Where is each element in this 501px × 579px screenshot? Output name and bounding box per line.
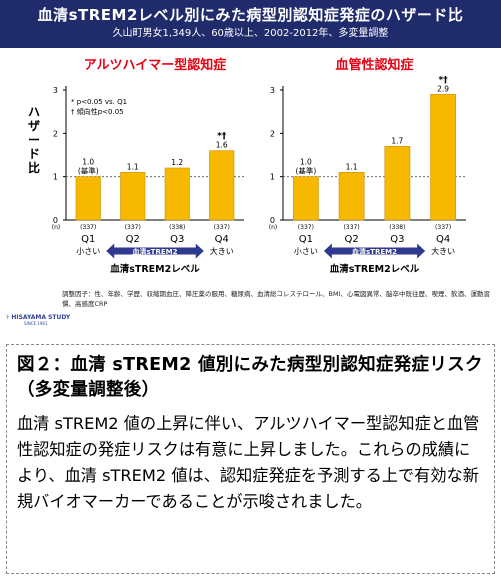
header-title: 血清sTREM2レベル別にみた病型別認知症発症のハザード比 — [37, 6, 464, 24]
y-tick-label: 2 — [53, 129, 58, 138]
x-axis-label: 血清sTREM2レベル — [330, 263, 420, 275]
caption-title: 図２：血清 sTREM2 値別にみた病型別認知症発症リスク（多変量調整後） — [17, 355, 483, 400]
value-label: 1.1 — [127, 162, 139, 171]
n-label: (337) — [344, 224, 360, 231]
y-tick-label: 3 — [270, 86, 275, 95]
bar-q1 — [75, 176, 101, 221]
arrow-label: 血清sTREM2 — [133, 247, 178, 256]
double-arrow-icon — [323, 243, 426, 259]
value-label: 1.2 — [171, 158, 183, 167]
x-tick-label: Q3 — [170, 234, 184, 245]
charts-area: アルツハイマー型認知症 0 1 2 3 ハザード比 * p<0.05 vs. Q1† 傾向性… — [28, 57, 466, 275]
y-tick-label: 0 — [53, 216, 58, 225]
legend-entry: * p<0.05 vs. Q1 — [71, 98, 127, 106]
x-tick-label: Q1 — [299, 234, 313, 245]
value-label: 1.1 — [346, 162, 358, 171]
logo-sub: SINCE 1961 — [24, 321, 48, 326]
x-tick-label: Q4 — [215, 234, 229, 245]
y-axis-label-char: ハ — [28, 105, 40, 119]
value-label: 1.6 — [216, 141, 228, 150]
x-tick-label: Q4 — [436, 234, 450, 245]
q1-note: (基準) — [78, 166, 99, 176]
header-banner: 血清sTREM2レベル別にみた病型別認知症発症のハザード比 久山町男女1,349… — [0, 0, 501, 48]
n-label: (337) — [435, 224, 451, 231]
y-axis-label-char: ー — [28, 133, 40, 147]
n-label: (338) — [169, 224, 185, 231]
low-label: 小さい — [294, 247, 318, 256]
x-tick-label: Q3 — [390, 234, 404, 245]
bar-q4 — [209, 150, 235, 221]
q1-note: (基準) — [295, 166, 316, 176]
arrow-label: 血清sTREM2 — [352, 247, 397, 256]
n-header: (n) — [52, 224, 60, 231]
n-label: (338) — [389, 224, 405, 231]
n-label: (337) — [214, 224, 230, 231]
caption-box: 図２：血清 sTREM2 値別にみた病型別認知症発症リスク（多変量調整後） 血清… — [6, 344, 495, 574]
significance-marker: *† — [217, 132, 227, 142]
n-label: (337) — [80, 224, 96, 231]
hisayama-study-logo: ⚕ HISAYAMA STUDY SINCE 1961 — [6, 314, 70, 326]
x-axis-label: 血清sTREM2レベル — [110, 263, 200, 275]
y-tick-label: 3 — [53, 86, 58, 95]
caption-body: 血清 sTREM2 値の上昇に伴い、アルツハイマー型認知症と血管性認知症の発症リ… — [17, 414, 480, 511]
legend-entry: † 傾向性p<0.05 — [71, 107, 124, 116]
footnote: 調整因子：性、年齢、学歴、収縮期血圧、降圧薬の服用、糖尿病、血清総コレステロール… — [62, 290, 490, 308]
bar-q2 — [120, 172, 146, 221]
bar-q4 — [430, 94, 457, 221]
double-arrow-icon — [106, 243, 204, 259]
bar-q2 — [338, 172, 365, 221]
n-label: (337) — [125, 224, 141, 231]
significance-marker: *† — [439, 75, 449, 85]
value-label: 1.0 — [82, 158, 94, 167]
y-axis-label-char: 比 — [28, 160, 40, 175]
y-tick-label: 2 — [270, 129, 275, 138]
chart-title: 血管性認知症 — [335, 57, 413, 73]
x-tick-label: Q1 — [81, 234, 95, 245]
low-label: 小さい — [76, 247, 100, 256]
bar-q3 — [164, 167, 190, 221]
y-axis-label-char: ザ — [28, 119, 40, 133]
value-label: 1.7 — [391, 136, 403, 145]
chart-title: アルツハイマー型認知症 — [84, 57, 227, 73]
logo-name: HISAYAMA STUDY — [11, 314, 71, 321]
y-tick-label: 1 — [270, 173, 275, 182]
value-label: 2.9 — [437, 84, 449, 93]
bar-q3 — [384, 146, 411, 221]
x-tick-label: Q2 — [126, 234, 140, 245]
y-axis-label: ハザード比 — [28, 105, 40, 175]
header-subtitle: 久山町男女1,349人、60歳以上、2002-2012年、多変量調整 — [112, 28, 389, 39]
logo-mark-icon: ⚕ — [6, 314, 10, 321]
x-tick-label: Q2 — [345, 234, 359, 245]
high-label: 大きい — [210, 246, 234, 256]
n-label: (337) — [298, 224, 314, 231]
y-tick-label: 1 — [53, 173, 58, 182]
bar-q1 — [292, 176, 319, 221]
y-tick-label: 0 — [270, 216, 275, 225]
high-label: 大きい — [431, 246, 455, 256]
y-axis-label-char: ド — [28, 147, 40, 161]
n-header: (n) — [269, 224, 277, 231]
value-label: 1.0 — [300, 158, 312, 167]
